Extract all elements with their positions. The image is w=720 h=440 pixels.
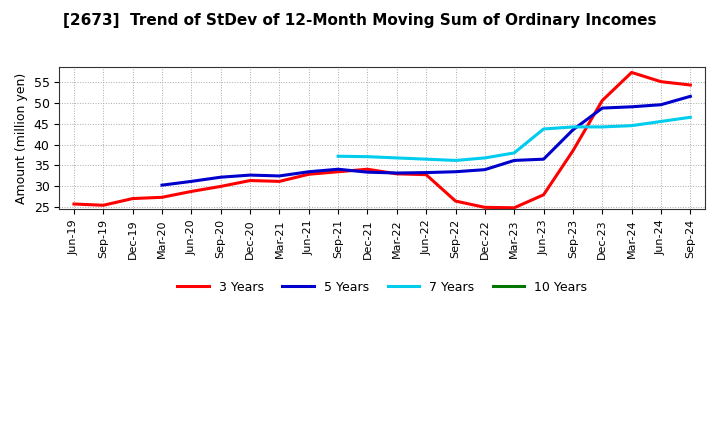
7 Years: [539, 126, 548, 132]
7 Years: [451, 158, 460, 163]
3 Years: [392, 171, 401, 176]
3 Years: [334, 169, 343, 174]
7 Years: [392, 155, 401, 161]
5 Years: [598, 106, 606, 111]
7 Years: [510, 150, 518, 155]
5 Years: [510, 158, 518, 163]
7 Years: [686, 115, 695, 120]
Line: 7 Years: 7 Years: [338, 117, 690, 161]
3 Years: [657, 79, 665, 84]
3 Years: [158, 194, 166, 200]
3 Years: [128, 196, 137, 201]
3 Years: [598, 98, 606, 103]
Line: 3 Years: 3 Years: [74, 73, 690, 208]
Y-axis label: Amount (million yen): Amount (million yen): [15, 73, 28, 204]
7 Years: [569, 124, 577, 129]
5 Years: [275, 173, 284, 179]
Line: 5 Years: 5 Years: [162, 96, 690, 185]
3 Years: [510, 205, 518, 210]
5 Years: [480, 167, 489, 172]
5 Years: [686, 94, 695, 99]
3 Years: [275, 179, 284, 184]
5 Years: [627, 104, 636, 110]
7 Years: [480, 155, 489, 161]
5 Years: [569, 127, 577, 132]
5 Years: [217, 175, 225, 180]
5 Years: [392, 170, 401, 176]
3 Years: [569, 148, 577, 154]
3 Years: [451, 198, 460, 204]
7 Years: [422, 157, 431, 162]
3 Years: [627, 70, 636, 75]
5 Years: [305, 169, 313, 174]
3 Years: [480, 205, 489, 210]
5 Years: [422, 170, 431, 175]
5 Years: [187, 179, 196, 184]
3 Years: [246, 178, 254, 183]
5 Years: [363, 169, 372, 175]
5 Years: [158, 183, 166, 188]
Text: [2673]  Trend of StDev of 12-Month Moving Sum of Ordinary Incomes: [2673] Trend of StDev of 12-Month Moving…: [63, 13, 657, 28]
3 Years: [99, 203, 107, 208]
5 Years: [657, 102, 665, 107]
7 Years: [657, 119, 665, 124]
7 Years: [363, 154, 372, 159]
3 Years: [686, 82, 695, 88]
3 Years: [305, 172, 313, 177]
7 Years: [334, 154, 343, 159]
7 Years: [627, 123, 636, 128]
3 Years: [363, 167, 372, 172]
3 Years: [422, 172, 431, 177]
5 Years: [334, 167, 343, 172]
5 Years: [539, 157, 548, 162]
3 Years: [539, 192, 548, 198]
Legend: 3 Years, 5 Years, 7 Years, 10 Years: 3 Years, 5 Years, 7 Years, 10 Years: [172, 275, 592, 298]
5 Years: [246, 172, 254, 178]
3 Years: [187, 189, 196, 194]
7 Years: [598, 124, 606, 129]
3 Years: [217, 184, 225, 189]
5 Years: [451, 169, 460, 174]
3 Years: [70, 202, 78, 207]
